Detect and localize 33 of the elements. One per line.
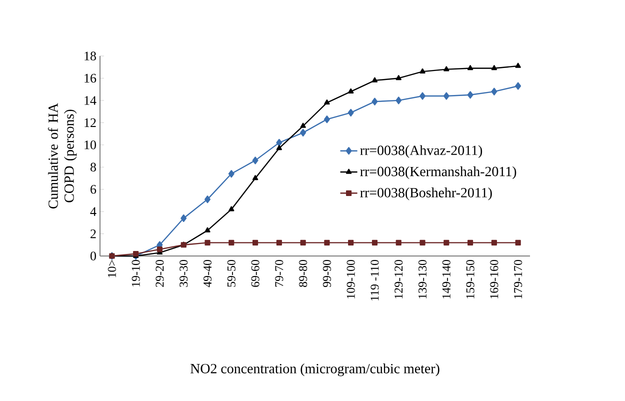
y-tick-label: 14 [84,96,96,105]
x-tick-label: 179-170 [514,260,522,298]
y-axis-title: Cumulative of HA COPD (persons) [48,103,77,208]
y-tick-label: 10 [84,140,96,150]
x-axis-title: NO2 concentration (microgram/cubic meter) [190,364,440,376]
legend-label: rr=0038(Ahvaz-2011) [360,145,482,158]
x-tick-label: 99-90 [322,260,331,288]
y-tick-label: 0 [90,252,96,260]
x-tick-label: 79-70 [275,260,284,287]
x-tick-label: 169-160 [490,260,498,298]
y-tick-label: 12 [84,118,96,127]
x-tick-label: 29-20 [156,260,164,287]
x-tick-label: 139-130 [418,260,427,298]
y-tick-label: 4 [90,207,96,216]
x-tick-label: 10> [108,260,116,278]
y-tick-label: 6 [90,184,96,194]
x-tick-label: 49-40 [203,260,212,288]
x-tick-label: 109-100 [346,260,355,298]
x-tick-label: 69-60 [251,260,260,287]
x-tick-label: 19-10 [132,260,140,286]
x-tick-label: 89-80 [299,260,308,287]
y-tick-label: 2 [90,229,96,238]
x-tick-label: 39-30 [180,260,188,287]
legend-label: rr=0038(Kermanshah-2011) [360,166,516,180]
x-tick-label: 159-150 [466,260,474,298]
y-tick-label: 18 [84,52,96,60]
x-tick-label: 129-120 [394,260,403,298]
y-tick-label: 8 [90,162,96,172]
x-tick-label: 119 -110 [370,260,379,300]
x-tick-label: 149-140 [442,260,450,298]
x-tick-label: 59-50 [227,260,236,287]
y-tick-label: 16 [84,74,96,83]
legend-label: rr=0038(Boshehr-2011) [360,188,492,200]
